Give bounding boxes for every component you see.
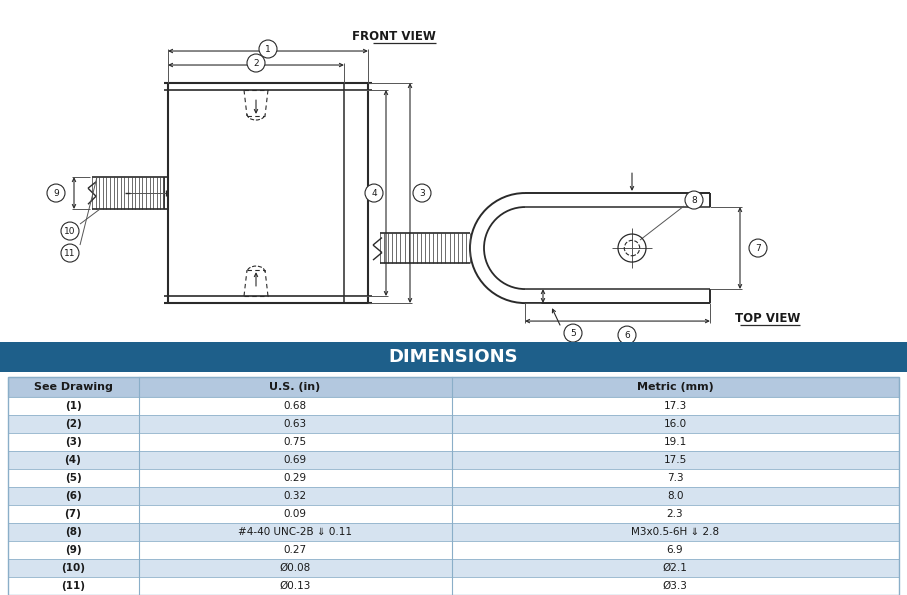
Text: 17.5: 17.5: [663, 455, 687, 465]
Text: 6: 6: [624, 331, 629, 340]
Text: (1): (1): [64, 401, 82, 411]
Text: 0.09: 0.09: [284, 509, 307, 519]
Text: 16.0: 16.0: [663, 419, 687, 429]
Text: U.S. (in): U.S. (in): [269, 382, 321, 392]
Text: 19.1: 19.1: [663, 437, 687, 447]
Bar: [8, 505, 899, 523]
Text: M3x0.5-6H ⇓ 2.8: M3x0.5-6H ⇓ 2.8: [631, 527, 719, 537]
Circle shape: [365, 184, 383, 202]
Bar: [8, 541, 899, 559]
Text: 2: 2: [253, 58, 258, 67]
Text: 0.68: 0.68: [283, 401, 307, 411]
Circle shape: [564, 324, 582, 342]
Text: 11: 11: [64, 249, 76, 258]
Text: 5: 5: [571, 328, 576, 337]
Text: 9: 9: [54, 189, 59, 198]
Text: 0.69: 0.69: [283, 455, 307, 465]
Text: (2): (2): [64, 419, 82, 429]
Circle shape: [247, 54, 265, 72]
Text: #4-40 UNC-2B ⇓ 0.11: #4-40 UNC-2B ⇓ 0.11: [238, 527, 352, 537]
Text: (9): (9): [64, 545, 82, 555]
Bar: [8, 523, 899, 541]
Text: Ø0.13: Ø0.13: [279, 581, 311, 591]
Text: 2.3: 2.3: [667, 509, 683, 519]
Circle shape: [618, 326, 636, 344]
Text: See Drawing: See Drawing: [34, 382, 112, 392]
Text: 0.63: 0.63: [283, 419, 307, 429]
Text: 6.9: 6.9: [667, 545, 683, 555]
Text: (6): (6): [64, 491, 82, 501]
Text: 3: 3: [419, 189, 424, 198]
Text: Ø2.1: Ø2.1: [662, 563, 688, 573]
Bar: [8, 577, 899, 595]
Text: 0.29: 0.29: [283, 473, 307, 483]
Circle shape: [685, 191, 703, 209]
Bar: [8, 377, 899, 397]
Bar: [8, 415, 899, 433]
Text: 0.27: 0.27: [283, 545, 307, 555]
Circle shape: [47, 184, 65, 202]
Text: (10): (10): [61, 563, 85, 573]
Circle shape: [413, 184, 431, 202]
Bar: [8, 559, 899, 577]
Circle shape: [749, 239, 767, 257]
Text: 8: 8: [691, 196, 697, 205]
Text: 7.3: 7.3: [667, 473, 683, 483]
Bar: [8, 397, 899, 415]
Text: Ø0.08: Ø0.08: [279, 563, 310, 573]
Bar: [8, 433, 899, 451]
Text: 0.75: 0.75: [283, 437, 307, 447]
Text: DIMENSIONS: DIMENSIONS: [388, 348, 518, 366]
Bar: [0, 342, 907, 372]
Text: 17.3: 17.3: [663, 401, 687, 411]
Text: (4): (4): [64, 455, 82, 465]
Bar: [8, 487, 899, 505]
Text: 7: 7: [756, 243, 761, 252]
Text: (11): (11): [61, 581, 85, 591]
Text: Metric (mm): Metric (mm): [637, 382, 714, 392]
Text: (5): (5): [64, 473, 82, 483]
Text: 1: 1: [265, 45, 271, 54]
Text: 4: 4: [371, 189, 376, 198]
Text: (3): (3): [64, 437, 82, 447]
Bar: [8, 451, 899, 469]
Bar: [8, 469, 899, 487]
Text: TOP VIEW: TOP VIEW: [735, 312, 800, 325]
Text: FRONT VIEW: FRONT VIEW: [352, 30, 436, 43]
Circle shape: [259, 40, 277, 58]
Text: 0.32: 0.32: [283, 491, 307, 501]
Text: 10: 10: [64, 227, 76, 236]
Text: Ø3.3: Ø3.3: [662, 581, 688, 591]
Bar: [8, 377, 899, 595]
Circle shape: [61, 244, 79, 262]
Circle shape: [61, 222, 79, 240]
Text: (7): (7): [64, 509, 82, 519]
Text: 8.0: 8.0: [667, 491, 683, 501]
Text: (8): (8): [64, 527, 82, 537]
